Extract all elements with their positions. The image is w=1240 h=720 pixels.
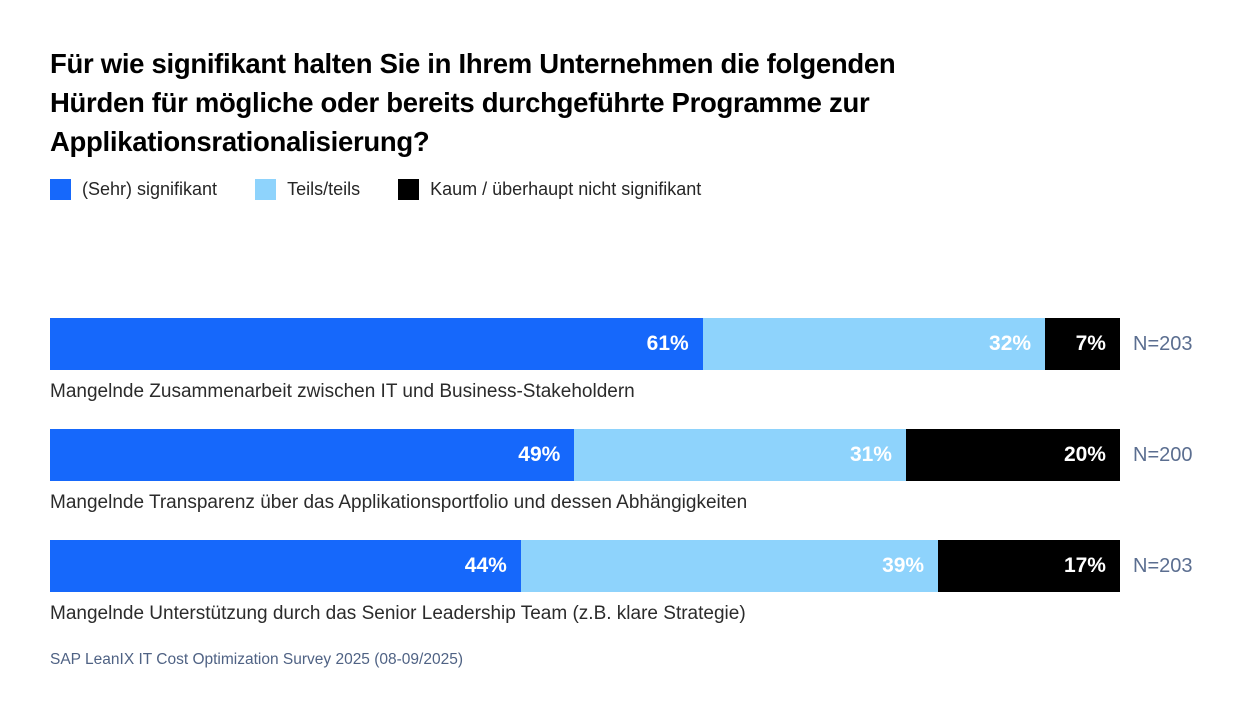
bar-segment: 61% [50,318,703,370]
segment-value-label: 32% [989,332,1032,355]
segment-value-label: 20% [1063,443,1106,466]
bar-segment: 17% [938,540,1120,592]
segment-value-label: 49% [518,443,561,466]
bar-row: 44% 39% 17% N=203 Mangelnde Unterstützung … [50,540,1193,627]
bar-line: 49% 31% 20% N=200 [50,429,1193,481]
bars-area: 61% 32% 7% N=203 Mangelnde Zusammenarbeit … [50,318,1193,627]
segment-value-label: 61% [646,332,689,355]
bar-category-label: Mangelnde Unterstützung durch das Senior… [50,603,746,624]
legend-swatch-teils [255,179,277,200]
segment-value-label: 7% [1075,332,1106,355]
bar-segment: 44% [50,540,521,592]
segment-value-label: 39% [882,554,925,577]
chart-title: Für wie signifikant halten Sie in Ihrem … [50,48,896,157]
segment-value-label: 44% [464,554,507,577]
bar-category-label: Mangelnde Transparenz über das Applikati… [50,492,748,513]
legend-item-significant: (Sehr) signifikant [50,179,217,200]
sample-size-label: N=203 [1133,332,1193,355]
bar-segment: 39% [520,540,939,592]
bar-line: 61% 32% 7% N=203 [50,318,1193,370]
segment-value-label: 31% [849,443,892,466]
legend-label-significant: (Sehr) signifikant [82,179,218,199]
stacked-bar: 44% 39% 17% [50,540,1120,592]
bar-segment: 7% [1045,318,1120,370]
bar-category-label: Mangelnde Zusammenarbeit zwischen IT und… [50,381,635,402]
bar-segment: 20% [905,429,1120,481]
legend-item-teils: Teils/teils [255,179,360,200]
bar-segment: 31% [574,429,906,481]
legend: (Sehr) signifikant Teils/teils Kaum / üb… [50,179,1190,200]
legend-swatch-kaum [398,179,420,200]
legend-label-teils: Teils/teils [287,179,361,199]
sample-size-label: N=200 [1133,443,1193,466]
bar-row: 61% 32% 7% N=203 Mangelnde Zusammenarbeit … [50,318,1193,405]
source-note: SAP LeanIX IT Cost Optimization Survey 2… [50,651,463,668]
legend-item-kaum: Kaum / überhaupt nicht signifikant [398,179,701,200]
legend-label-kaum: Kaum / überhaupt nicht signifikant [430,179,702,199]
bar-segment: 32% [702,318,1046,370]
segment-value-label: 17% [1063,554,1106,577]
bar-line: 44% 39% 17% N=203 [50,540,1193,592]
sample-size-label: N=203 [1133,554,1193,577]
legend-swatch-significant [50,179,71,200]
bar-row: 49% 31% 20% N=200 Mangelnde Transparenz üb… [50,429,1193,516]
bar-segment: 49% [50,429,575,481]
stacked-bar: 61% 32% 7% [50,318,1120,370]
stacked-bar: 49% 31% 20% [50,429,1120,481]
